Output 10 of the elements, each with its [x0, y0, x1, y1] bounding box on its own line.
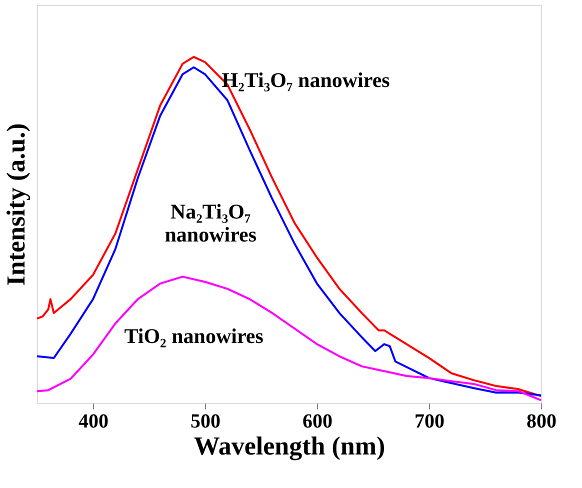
- x-tick-label: 600: [302, 410, 332, 432]
- x-axis-title: Wavelength (nm): [194, 432, 386, 460]
- y-axis-title: Intensity (a.u.): [2, 123, 30, 286]
- series-label: Na₂Ti₃O₇ nanowires: [164, 200, 256, 247]
- x-tick-label: 400: [78, 410, 108, 432]
- series-label: H₂Ti₃O₇ nanowires: [222, 68, 390, 92]
- series-label: TiO₂ nanowires: [124, 324, 264, 348]
- x-tick-label: 700: [414, 410, 444, 432]
- x-tick-label: 500: [190, 410, 220, 432]
- x-tick-label: 800: [526, 410, 556, 432]
